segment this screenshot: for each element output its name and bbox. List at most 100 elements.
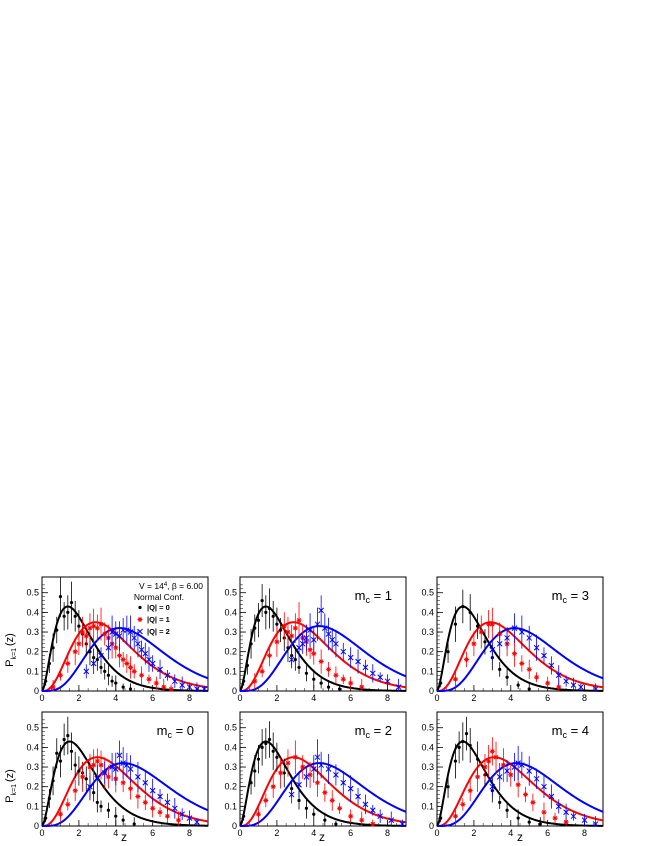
data-point-q2	[112, 752, 119, 786]
data-point-q0	[264, 595, 268, 630]
data-point-q1	[120, 651, 126, 668]
data-point-q2	[120, 747, 127, 780]
data-point-q2	[347, 647, 354, 668]
data-point-q2	[541, 775, 547, 798]
row1-ylabel: Pk=1 (z)	[4, 633, 18, 667]
info-volume: V = 14	[139, 581, 164, 591]
data-point-q2	[399, 819, 406, 827]
data-point-q2	[201, 685, 208, 692]
data-point-q2	[518, 751, 525, 779]
data-point-q0	[516, 681, 520, 689]
data-point-q1	[329, 790, 335, 811]
data-point-q0	[334, 820, 338, 826]
data-point-q2	[135, 761, 141, 792]
x-tick-label: 2	[471, 693, 476, 703]
data-point-q0	[483, 629, 487, 655]
x-tick-label: 0	[39, 828, 44, 838]
y-tick-label: 0.3	[421, 762, 434, 772]
data-point-q0	[84, 766, 88, 792]
data-point-q0	[47, 654, 51, 673]
y-tick-label: 0.3	[26, 762, 39, 772]
data-point-q0	[58, 744, 63, 778]
data-point-q1	[285, 749, 291, 777]
data-point-q0	[304, 665, 308, 682]
data-point-q0	[271, 732, 275, 771]
data-point-q0	[77, 756, 81, 786]
data-point-q0	[527, 683, 531, 691]
x-tick-label: 0	[434, 693, 439, 703]
data-point-q2	[186, 682, 193, 691]
data-point-q2	[186, 810, 193, 826]
data-point-q2	[127, 615, 134, 649]
fit-curve-q1	[436, 756, 604, 827]
data-point-q2	[325, 753, 332, 785]
x-tick-label: 8	[385, 693, 390, 703]
panel-mc1: 0 0.1 0.2 0.3 0.4 0.5 0 2 4 6 8 mc = 1	[224, 576, 407, 703]
data-point-q0	[453, 743, 458, 779]
data-point-q2	[592, 683, 599, 692]
legend-label: |Q| = 1	[147, 615, 170, 624]
row1-ylabel-arg: (z)	[4, 633, 16, 646]
data-point-q2	[109, 752, 115, 782]
fit-curve-q2	[437, 627, 604, 692]
y-tick-label: 0.1	[224, 666, 237, 676]
data-point-q0	[282, 758, 286, 788]
y-tick-label: 0.3	[421, 627, 434, 637]
x-tick-label: 8	[187, 693, 192, 703]
fit-curve-q1	[41, 621, 209, 692]
y-tick-label: 0.1	[26, 801, 39, 811]
data-point-q2	[369, 804, 376, 816]
data-point-q0	[47, 789, 51, 808]
data-point-q2	[98, 647, 104, 664]
data-point-q0	[498, 795, 502, 809]
fit-curve-q1	[239, 756, 407, 827]
data-point-q2	[511, 613, 518, 643]
mc-label: mc = 1	[355, 588, 392, 605]
y-tick-label: 0.4	[26, 607, 39, 617]
x-tick-label: 6	[348, 693, 353, 703]
data-point-q1	[460, 798, 466, 811]
data-point-q1	[91, 608, 97, 644]
data-point-q0	[121, 815, 125, 826]
data-point-q2	[131, 625, 138, 651]
row2-ylabel-main: P	[4, 795, 16, 802]
data-point-q1	[113, 637, 119, 659]
data-point-q1	[523, 786, 529, 803]
y-tick-label: 0.5	[421, 588, 434, 598]
data-point-q2	[87, 776, 93, 797]
data-point-q1	[296, 601, 302, 639]
data-point-q2	[526, 756, 533, 786]
data-point-q2	[142, 642, 149, 665]
data-point-q0	[106, 802, 110, 818]
data-point-q1	[493, 741, 499, 773]
data-point-q2	[526, 625, 533, 651]
data-point-q0	[55, 738, 59, 769]
y-tick-label: 0	[232, 821, 237, 831]
y-tick-label: 0.1	[421, 666, 434, 676]
data-point-q2	[303, 624, 310, 652]
data-point-q1	[65, 798, 71, 811]
data-point-q1	[526, 659, 532, 680]
legend-marker-cross	[137, 628, 143, 635]
data-point-q1	[80, 616, 86, 648]
y-tick-label: 0.5	[421, 723, 434, 733]
data-point-q2	[325, 617, 332, 651]
data-point-q2	[135, 630, 141, 658]
x-tick-label: 0	[237, 828, 242, 838]
data-point-q1	[252, 673, 258, 690]
data-point-q2	[123, 615, 130, 645]
y-tick-label: 0	[34, 686, 39, 696]
data-point-q0	[461, 722, 465, 761]
y-tick-label: 0	[34, 821, 39, 831]
data-point-q1	[98, 607, 104, 641]
data-point-q2	[164, 669, 171, 681]
data-point-q2	[310, 628, 317, 652]
x-tick-label: 4	[508, 828, 513, 838]
data-point-q2	[157, 789, 163, 804]
data-point-q0	[319, 677, 323, 689]
fit-curve-q1	[41, 756, 209, 827]
data-point-q1	[489, 737, 495, 766]
data-point-q0	[245, 656, 249, 675]
data-point-q2	[362, 659, 369, 676]
data-point-q2	[318, 751, 325, 779]
